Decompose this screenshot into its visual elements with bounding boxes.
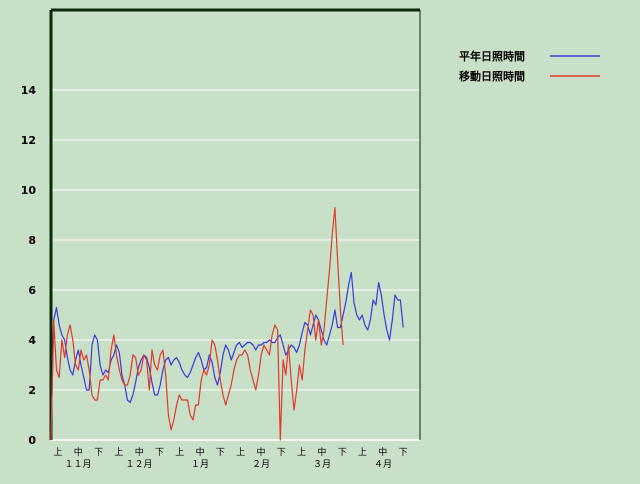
x-period-label: 中 xyxy=(378,446,387,458)
y-tick-label: 8 xyxy=(28,234,36,247)
x-month-label: ３月 xyxy=(313,459,331,470)
x-month-label: ２月 xyxy=(252,459,270,470)
x-month-label: ４月 xyxy=(374,459,392,470)
x-period-label: 上 xyxy=(358,447,367,458)
y-tick-label: 2 xyxy=(28,384,36,397)
x-period-label: 下 xyxy=(338,448,347,458)
axes xyxy=(49,8,421,441)
x-period-label: 下 xyxy=(277,448,286,458)
x-period-label: 上 xyxy=(114,447,123,458)
x-period-label: 中 xyxy=(74,446,83,458)
y-tick-label: 10 xyxy=(21,184,37,197)
x-period-label: 下 xyxy=(94,448,103,458)
x-month-label: １１月 xyxy=(64,459,91,470)
tick-labels: 02468101214上中下上中下上中下上中下上中下上中下１１月 １２月 １月 ２月 ３… xyxy=(21,84,408,470)
y-tick-label: 6 xyxy=(28,284,36,297)
series-line-moving xyxy=(50,206,344,441)
x-period-label: 上 xyxy=(236,447,245,458)
x-period-label: 中 xyxy=(135,446,144,458)
x-period-label: 中 xyxy=(317,446,326,458)
x-period-label: 下 xyxy=(216,448,225,458)
x-period-label: 下 xyxy=(399,448,408,458)
x-month-label: １２月 xyxy=(125,459,152,470)
x-period-label: 中 xyxy=(256,446,265,458)
x-period-label: 上 xyxy=(175,447,184,458)
y-tick-label: 0 xyxy=(28,434,36,447)
x-period-label: 下 xyxy=(155,448,164,458)
x-month-label: １月 xyxy=(191,459,209,470)
y-tick-label: 14 xyxy=(21,84,37,97)
legend-label: 移動日照時間 xyxy=(459,69,525,83)
x-period-label: 上 xyxy=(297,447,306,458)
y-tick-label: 4 xyxy=(28,334,36,347)
x-period-label: 上 xyxy=(53,447,62,458)
series-lines xyxy=(50,206,404,441)
x-period-label: 中 xyxy=(196,446,205,458)
y-tick-label: 12 xyxy=(21,134,36,147)
legend-label: 平年日照時間 xyxy=(459,49,525,63)
